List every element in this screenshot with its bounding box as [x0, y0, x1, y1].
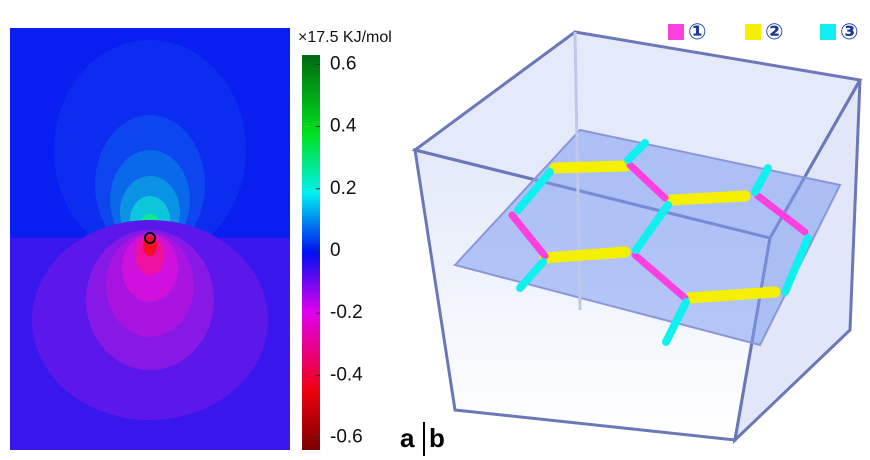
legend-label: ③	[840, 20, 859, 45]
colorbar	[302, 55, 320, 450]
colorbar-title: ×17.5 KJ/mol	[298, 29, 392, 46]
legend-swatch	[745, 24, 761, 40]
legend-label: ①	[688, 20, 707, 45]
tick-label: 0	[330, 240, 341, 261]
figure: ×17.5 KJ/mol 0.60.40.20-0.2-0.4-0.6 ①②③ …	[0, 0, 870, 460]
colorbar-ticks: 0.6 0.4 0.2 0 -0.2 -0.4 -0.6	[316, 53, 363, 447]
panel-label: b	[429, 423, 445, 453]
legend: ① ② ③	[668, 20, 859, 45]
legend-label: ②	[765, 20, 784, 45]
legend-swatch	[668, 24, 684, 40]
legend-swatch	[820, 24, 836, 40]
tick-label: 0.2	[330, 178, 356, 199]
field-map	[10, 28, 290, 450]
lattice-box	[415, 32, 860, 440]
tick-label: 0.4	[330, 116, 357, 137]
tick-label: -0.6	[330, 427, 363, 448]
tick-label: -0.2	[330, 302, 363, 323]
panel-label: a	[400, 423, 415, 453]
tick-label: -0.4	[330, 364, 363, 385]
tick-label: 0.6	[330, 53, 356, 74]
